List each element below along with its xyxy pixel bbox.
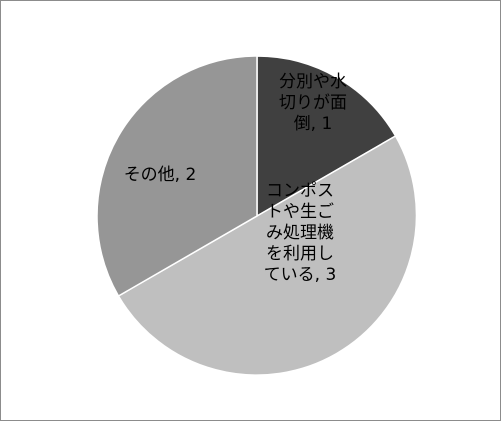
slice-label-line: その他, 2 [124, 165, 197, 185]
slice-label-line: み処理機 [266, 223, 334, 243]
pie-slice-2 [117, 134, 418, 376]
slice-label-line: コンポス [266, 181, 334, 201]
slice-label-line: 分別や水 [279, 72, 347, 92]
pie-slices [96, 55, 418, 376]
pie-slice-1 [256, 55, 397, 218]
slice-label-line: トや生ご [266, 202, 334, 222]
slice-label-line: を利用し [266, 244, 334, 264]
pie-slice-3 [96, 55, 258, 298]
slice-label-line: ている, 3 [264, 265, 337, 285]
slice-label-1: 分別や水切りが面倒, 1 [279, 72, 347, 134]
slice-label-line: 切りが面 [279, 93, 347, 113]
slice-label-3: その他, 2 [124, 165, 197, 185]
slice-label-line: 倒, 1 [294, 114, 333, 134]
slice-label-2: コンポストや生ごみ処理機を利用している, 3 [264, 181, 337, 285]
pie-labels: 分別や水切りが面倒, 1 コンポストや生ごみ処理機を利用している, 3 その他, 2 [124, 72, 347, 285]
